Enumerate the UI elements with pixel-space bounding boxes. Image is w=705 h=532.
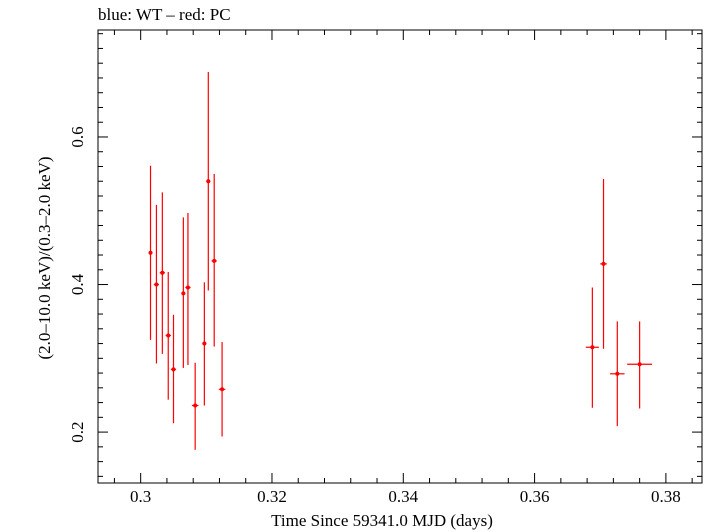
point-marker xyxy=(171,367,176,372)
data-point xyxy=(610,321,625,427)
data-point xyxy=(202,282,207,406)
y-axis-label: (2.0–10.0 keV)/(0.3–2.0 keV) xyxy=(35,156,54,359)
point-marker xyxy=(220,387,225,392)
data-point xyxy=(191,362,199,450)
point-marker xyxy=(154,282,159,287)
y-tick-label: 0.6 xyxy=(68,126,87,147)
data-point xyxy=(627,321,653,409)
y-tick-label: 0.2 xyxy=(68,421,87,442)
point-marker xyxy=(590,345,595,350)
x-axis-label: Time Since 59341.0 MJD (days) xyxy=(271,511,493,530)
data-point xyxy=(211,173,217,347)
x-tick-label: 0.36 xyxy=(520,487,550,506)
data-point xyxy=(585,287,599,408)
chart-title: blue: WT – red: PC xyxy=(98,5,231,24)
x-tick-label: 0.32 xyxy=(257,487,287,506)
point-marker xyxy=(206,179,211,184)
point-marker xyxy=(148,250,153,255)
data-point xyxy=(206,72,211,291)
point-marker xyxy=(601,261,606,266)
data-point xyxy=(165,271,171,400)
point-marker xyxy=(160,270,165,275)
point-marker xyxy=(166,333,171,338)
point-marker xyxy=(185,285,190,290)
data-point xyxy=(170,314,177,424)
data-point xyxy=(185,212,191,365)
data-point xyxy=(159,192,165,354)
data-point xyxy=(153,204,160,364)
point-marker xyxy=(181,291,186,296)
x-tick-label: 0.3 xyxy=(130,487,151,506)
point-marker xyxy=(637,362,642,367)
y-axis-ticks: 0.2 0.4 0.6 xyxy=(68,33,702,477)
y-tick-label: 0.4 xyxy=(68,273,87,295)
x-axis-ticks: 0.3 0.32 0.34 0.36 0.38 xyxy=(113,30,693,506)
point-marker xyxy=(615,371,620,376)
x-tick-label: 0.34 xyxy=(388,487,418,506)
point-marker xyxy=(212,258,217,263)
x-tick-label: 0.38 xyxy=(651,487,681,506)
data-point xyxy=(181,217,186,368)
point-marker xyxy=(193,403,198,408)
plot-frame xyxy=(97,29,703,484)
data-point xyxy=(148,165,153,340)
data-point xyxy=(218,342,226,437)
point-marker xyxy=(202,341,207,346)
data-point xyxy=(600,179,607,349)
data-points xyxy=(148,72,653,450)
